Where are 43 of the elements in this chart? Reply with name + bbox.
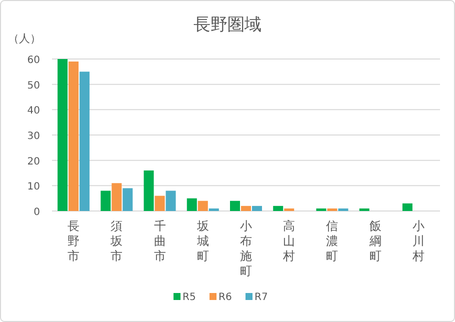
x-tick-label: 信濃町 bbox=[326, 219, 338, 263]
bar bbox=[100, 190, 111, 211]
bar bbox=[402, 203, 412, 211]
y-tick-label: 40 bbox=[27, 106, 40, 117]
bar bbox=[166, 190, 176, 211]
bar bbox=[273, 206, 284, 211]
bar bbox=[359, 208, 370, 211]
y-tick-label: 10 bbox=[27, 182, 40, 193]
y-tick-label: 20 bbox=[27, 156, 40, 168]
x-tick-label: 高山村 bbox=[282, 219, 296, 263]
bar bbox=[68, 62, 79, 211]
bar bbox=[316, 208, 326, 211]
legend-label: R5 bbox=[182, 292, 196, 303]
bar bbox=[327, 208, 338, 211]
y-tick-label: 60 bbox=[27, 55, 40, 66]
x-tick-label: 飯綱町 bbox=[368, 219, 382, 263]
bar bbox=[198, 200, 208, 211]
bar bbox=[80, 72, 90, 211]
bar bbox=[252, 206, 262, 211]
y-tick-label: 30 bbox=[27, 131, 40, 142]
x-tick-label: 須坂市 bbox=[110, 219, 123, 263]
x-tick-label: 坂城町 bbox=[196, 219, 209, 263]
chart-title: 長野圏域 bbox=[194, 15, 262, 35]
bar bbox=[230, 200, 240, 211]
x-tick-label: 小布施町 bbox=[240, 219, 252, 278]
legend-label: R6 bbox=[218, 292, 232, 303]
bar bbox=[208, 208, 219, 211]
bar bbox=[241, 206, 251, 211]
x-tick-label: 小川村 bbox=[411, 219, 424, 263]
bar bbox=[154, 196, 165, 211]
bar bbox=[338, 208, 348, 211]
y-tick-label: 0 bbox=[34, 207, 40, 218]
bar bbox=[186, 198, 197, 211]
y-tick-label: 50 bbox=[27, 80, 40, 92]
y-axis-title: （人） bbox=[8, 32, 41, 45]
bar bbox=[144, 170, 154, 211]
x-tick-label: 千曲市 bbox=[154, 219, 166, 263]
x-tick-label: 長野市 bbox=[68, 219, 80, 263]
legend-label: R7 bbox=[254, 292, 268, 303]
bar bbox=[58, 59, 68, 211]
bar bbox=[112, 183, 122, 211]
bar bbox=[122, 188, 133, 211]
bar bbox=[284, 208, 294, 211]
